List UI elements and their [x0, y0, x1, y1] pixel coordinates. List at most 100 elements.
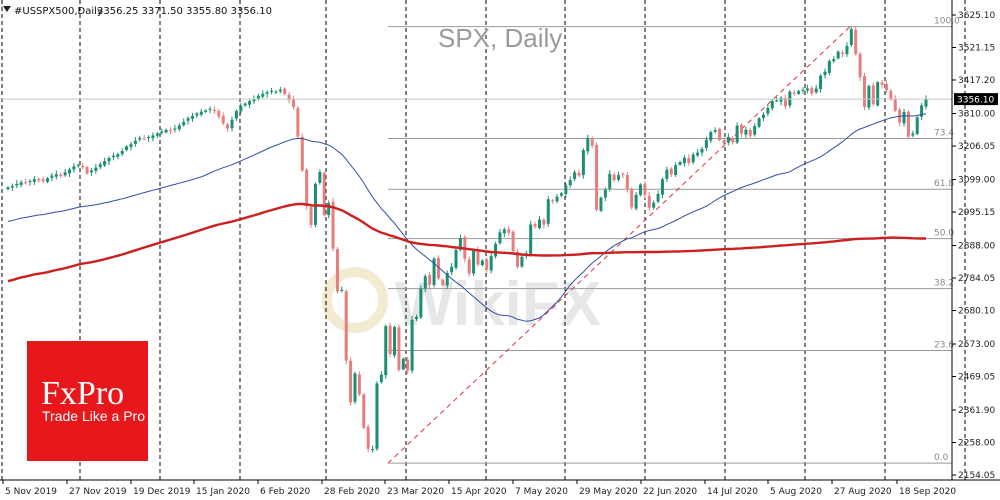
candle-body — [546, 199, 550, 224]
price-tick-label: 2361.90 — [958, 406, 995, 416]
candle-body — [177, 125, 181, 130]
ohlc-values: 3356.25 3371.50 3355.80 3356.10 — [97, 6, 272, 17]
candle-body — [265, 92, 269, 94]
candle-body — [305, 169, 309, 207]
candle-body — [353, 373, 357, 402]
candle-body — [867, 86, 871, 108]
candle-body — [76, 165, 80, 167]
candle-body — [59, 174, 63, 177]
candle-body — [212, 109, 216, 112]
candle-body — [248, 101, 252, 105]
candle-body — [454, 249, 458, 268]
candle-body — [10, 186, 14, 188]
candle-body — [915, 117, 919, 135]
candle-body — [221, 115, 225, 124]
candle-body — [735, 125, 739, 143]
candle-body — [529, 224, 533, 254]
candle-body — [432, 258, 436, 286]
candle-body — [920, 105, 924, 117]
candle-body — [190, 116, 194, 119]
candle-body — [551, 200, 555, 202]
candle-body — [252, 99, 256, 102]
candle-body — [54, 174, 58, 177]
date-tick-label: 27 Nov 2019 — [69, 487, 127, 497]
candle-body — [384, 326, 388, 376]
date-tick-label: 5 Nov 2019 — [5, 487, 57, 497]
candle-body — [577, 172, 581, 176]
candle-body — [393, 327, 397, 356]
candle-body — [287, 94, 291, 101]
candle-body — [700, 148, 704, 153]
candle-body — [770, 101, 774, 109]
candle-body — [889, 91, 893, 99]
candle-body — [450, 266, 454, 273]
candle-body — [656, 193, 660, 202]
price-tick-label: 2680.10 — [958, 307, 995, 317]
candle-body — [854, 29, 858, 55]
candle-body — [28, 181, 32, 183]
candle-body — [841, 52, 845, 55]
candle-body — [164, 129, 168, 133]
current-price-label: 3356.10 — [957, 96, 994, 106]
fxpro-logo: FxPro Trade Like a Pro — [27, 341, 148, 461]
candle-body — [379, 374, 383, 383]
candle-body — [414, 316, 418, 319]
candle-body — [858, 53, 862, 78]
candle-body — [612, 174, 616, 181]
price-tick-label: 2784.05 — [958, 274, 995, 284]
candle-body — [696, 152, 700, 156]
candle-body — [638, 184, 642, 196]
candle-body — [309, 207, 313, 225]
candle-body — [401, 358, 405, 370]
candle-body — [226, 124, 230, 129]
chart-title: SPX, Daily — [438, 23, 562, 53]
candle-body — [98, 164, 102, 168]
candle-body — [278, 89, 282, 92]
candle-body — [502, 229, 506, 234]
fib-label: 23.6 — [934, 341, 954, 351]
time-axis: 5 Nov 2019 27 Nov 2019 19 Dec 2019 15 Jan 2… — [2, 480, 956, 497]
candle-body — [797, 91, 801, 94]
candle-body — [691, 154, 695, 163]
candle-body — [740, 124, 744, 134]
candle-body — [520, 256, 524, 267]
candle-body — [761, 114, 765, 118]
candle-body — [476, 249, 480, 265]
candle-body — [660, 179, 664, 195]
candle-body — [366, 426, 370, 449]
candle-body — [876, 82, 880, 106]
candle-body — [814, 88, 818, 93]
trend-line — [387, 26, 851, 464]
candle-body — [349, 360, 353, 403]
date-tick-label: 28 Feb 2020 — [324, 487, 380, 497]
candle-body — [428, 274, 432, 285]
candle-body — [318, 172, 322, 183]
date-tick-label: 19 Dec 2019 — [133, 487, 191, 497]
candle-body — [340, 289, 344, 291]
fib-label: 50.0 — [934, 229, 954, 239]
candle-body — [779, 97, 783, 102]
date-tick-label: 22 Jun 2020 — [643, 487, 697, 497]
candle-body — [63, 172, 67, 176]
candle-body — [573, 172, 577, 179]
candle-body — [125, 146, 129, 151]
candle-body — [669, 168, 673, 175]
price-tick-label: 3310.00 — [958, 110, 995, 120]
candle-body — [498, 232, 502, 244]
candle-body — [103, 161, 107, 166]
candle-body — [911, 133, 915, 136]
candlesticks — [6, 26, 928, 453]
candle-body — [208, 108, 212, 110]
price-tick-label: 3417.20 — [958, 76, 995, 86]
candle-body — [924, 99, 928, 107]
candle-body — [296, 108, 300, 137]
candle-body — [89, 170, 93, 173]
candle-body — [72, 166, 76, 170]
candle-body — [50, 175, 54, 178]
candle-body — [810, 88, 814, 94]
candle-body — [85, 167, 89, 174]
price-tick-label: 2258.00 — [958, 438, 995, 448]
candle-body — [542, 219, 546, 225]
candle-body — [173, 128, 177, 130]
